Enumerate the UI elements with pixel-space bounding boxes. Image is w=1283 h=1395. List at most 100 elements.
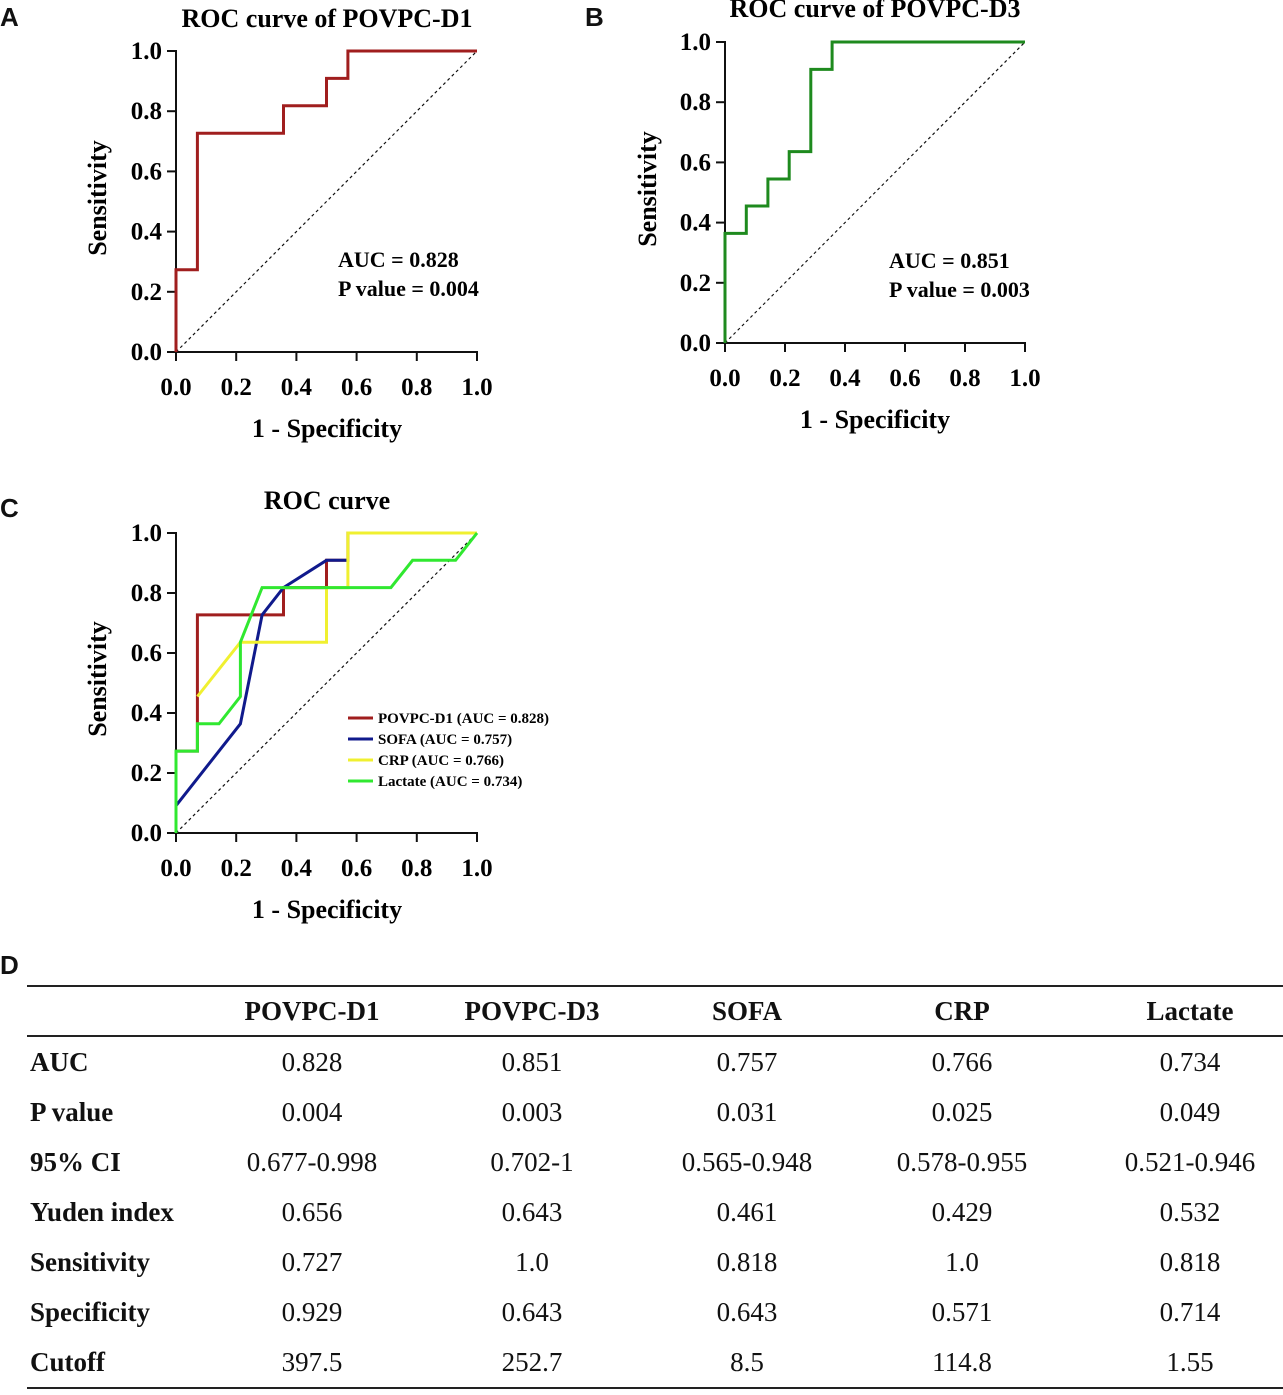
table-row: Yuden index 0.656 0.643 0.461 0.429 0.53… <box>27 1187 1283 1237</box>
legend-label: POVPC-D1 (AUC = 0.828) <box>378 711 549 727</box>
x-axis-label: 1 - Specificity <box>252 414 402 443</box>
x-tick-label: 0.2 <box>769 365 800 392</box>
y-tick-label: 1.0 <box>131 38 162 65</box>
y-tick-label: 0.2 <box>680 270 711 297</box>
y-tick-label: 0.4 <box>131 700 163 727</box>
column-header <box>27 986 227 1036</box>
table-cell: 0.461 <box>716 1196 778 1227</box>
table-cell: 0.003 <box>501 1096 563 1127</box>
x-axis-label: 1 - Specificity <box>800 405 950 434</box>
table-row: Sensitivity 0.727 1.0 0.818 1.0 0.818 <box>27 1237 1283 1287</box>
roc-chart-comparison: ROC curve 0.0 0.0 0.2 0.2 0.4 0.4 0.6 0.6 0.8 0.8… <box>83 486 549 924</box>
table-cell: 0.578-0.955 <box>896 1146 1028 1177</box>
table-cell: 0.049 <box>1159 1096 1221 1127</box>
table-cell: 0.818 <box>716 1246 778 1277</box>
series-line <box>723 40 1025 343</box>
table-cell: 1.55 <box>1166 1346 1214 1377</box>
y-tick-label: 0.2 <box>131 760 162 787</box>
legend: POVPC-D1 (AUC = 0.828) SOFA (AUC = 0.757)… <box>348 711 549 790</box>
y-tick-label: 0.0 <box>131 820 162 847</box>
table-cell: 0.532 <box>1159 1196 1221 1227</box>
x-tick-label: 0.2 <box>221 855 252 882</box>
table-row: P value 0.004 0.003 0.031 0.025 0.049 <box>27 1087 1283 1137</box>
y-tick-label: 0.2 <box>131 279 162 306</box>
chart-title: ROC curve <box>264 486 390 515</box>
row-label: Cutoff <box>30 1346 105 1377</box>
x-tick-label: 0.0 <box>160 374 191 401</box>
x-tick-label: 0.4 <box>281 374 313 401</box>
table-cell: 252.7 <box>501 1346 563 1377</box>
y-tick-label: 0.8 <box>680 89 711 116</box>
roc-summary-table: POVPC-D1 POVPC-D3 SOFA CRP Lactate AUC 0… <box>27 985 1283 1389</box>
legend-label: CRP (AUC = 0.766) <box>378 753 504 769</box>
table-cell: 0.929 <box>281 1296 343 1327</box>
reference-diagonal <box>724 41 1026 344</box>
x-tick-label: 0.6 <box>341 374 372 401</box>
y-tick-label: 0.4 <box>131 219 163 246</box>
column-header: SOFA <box>711 995 782 1026</box>
table-cell: 0.727 <box>281 1246 343 1277</box>
y-axis-label: Sensitivity <box>633 131 662 247</box>
column-header: Lactate <box>1146 995 1234 1026</box>
table-row: 95% CI 0.677-0.998 0.702-1 0.565-0.948 0… <box>27 1137 1283 1187</box>
table-row: AUC 0.828 0.851 0.757 0.766 0.734 <box>27 1036 1283 1087</box>
auc-annotation: AUC = 0.828 <box>338 247 459 272</box>
y-tick-label: 0.6 <box>680 149 711 176</box>
table-cell: 0.025 <box>931 1096 993 1127</box>
x-tick-label: 0.8 <box>401 374 432 401</box>
table-cell: 0.734 <box>1159 1046 1221 1077</box>
table-cell: 0.828 <box>281 1046 343 1077</box>
y-tick-label: 1.0 <box>131 520 162 547</box>
table-cell: 0.521-0.946 <box>1124 1146 1256 1177</box>
y-tick-label: 0.0 <box>680 330 711 357</box>
table-cell: 0.643 <box>716 1296 778 1327</box>
panel-label-c: C <box>0 493 19 523</box>
y-tick-label: 0.8 <box>131 580 162 607</box>
row-label: Sensitivity <box>30 1246 151 1277</box>
table-cell: 0.677-0.998 <box>246 1146 378 1177</box>
table-cell: 0.571 <box>931 1296 993 1327</box>
y-axis-label: Sensitivity <box>83 621 112 737</box>
panel-label-a: A <box>0 2 19 32</box>
table-cell: 0.004 <box>281 1096 343 1127</box>
table-cell: 114.8 <box>932 1346 992 1377</box>
x-tick-label: 0.6 <box>889 365 920 392</box>
y-tick-label: 0.8 <box>131 98 162 125</box>
y-tick-label: 0.6 <box>131 158 162 185</box>
row-label: Specificity <box>30 1296 150 1327</box>
x-tick-label: 1.0 <box>1009 365 1040 392</box>
x-tick-label: 0.0 <box>709 365 740 392</box>
x-tick-label: 0.4 <box>829 365 861 392</box>
table-cell: 0.702-1 <box>490 1146 574 1177</box>
panel-label-b: B <box>585 2 604 32</box>
chart-title: ROC curve of POVPC-D3 <box>730 0 1021 23</box>
table-cell: 0.429 <box>931 1196 993 1227</box>
panel-label-d: D <box>0 950 19 980</box>
x-tick-label: 0.8 <box>401 855 432 882</box>
row-label: P value <box>30 1096 114 1127</box>
table-row: Specificity 0.929 0.643 0.643 0.571 0.71… <box>27 1287 1283 1337</box>
roc-chart-povpc-d1: ROC curve of POVPC-D1 0.0 0.0 0.2 0.2 0.4 0.4… <box>83 4 493 443</box>
x-tick-label: 1.0 <box>461 374 492 401</box>
legend-label: Lactate (AUC = 0.734) <box>378 774 522 790</box>
x-tick-label: 1.0 <box>461 855 492 882</box>
table-cell: 1.0 <box>945 1246 979 1277</box>
y-axis-label: Sensitivity <box>83 140 112 256</box>
table-cell: 0.643 <box>501 1196 563 1227</box>
reference-diagonal <box>175 50 478 353</box>
p-value-annotation: P value = 0.004 <box>338 276 479 301</box>
x-tick-label: 0.6 <box>341 855 372 882</box>
table-cell: 1.0 <box>515 1246 549 1277</box>
row-label: 95% CI <box>30 1146 121 1177</box>
series-line <box>174 49 477 352</box>
column-header: POVPC-D3 <box>464 995 600 1026</box>
table-cell: 0.656 <box>281 1196 343 1227</box>
x-tick-label: 0.0 <box>160 855 191 882</box>
table-header-row: POVPC-D1 POVPC-D3 SOFA CRP Lactate <box>27 986 1283 1036</box>
reference-diagonal <box>175 532 478 834</box>
table-cell: 0.565-0.948 <box>681 1146 813 1177</box>
table-cell: 8.5 <box>730 1346 764 1377</box>
legend-label: SOFA (AUC = 0.757) <box>378 732 512 748</box>
chart-title: ROC curve of POVPC-D1 <box>182 4 473 33</box>
p-value-annotation: P value = 0.003 <box>889 277 1030 302</box>
